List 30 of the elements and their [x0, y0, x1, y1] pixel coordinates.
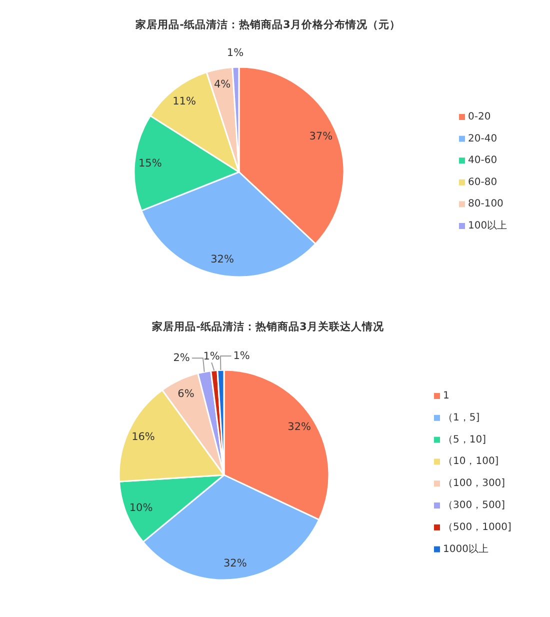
data-label: 16%: [132, 431, 155, 443]
legend-label: 40-60: [468, 155, 498, 166]
legend-label: （100，300]: [443, 478, 506, 490]
data-label: 6%: [178, 388, 194, 400]
legend-label: （10，100]: [443, 456, 499, 468]
chart-title: 家居用品-纸品清洁：热销商品3月关联达人情况: [151, 320, 385, 333]
data-label: 1%: [226, 47, 244, 60]
legend-label: 100以上: [468, 220, 508, 232]
data-label: 4%: [214, 78, 231, 90]
legend-label: 0-20: [468, 112, 491, 122]
data-label: 32%: [288, 421, 312, 434]
data-label: 32%: [224, 558, 247, 570]
data-label: 1%: [203, 350, 220, 363]
legend-label: 60-80: [468, 176, 498, 188]
data-label: 32%: [210, 254, 234, 266]
legend-label: 1000以上: [443, 542, 488, 555]
legend-label: 80-100: [468, 198, 504, 210]
legend-label: （300，500]: [443, 500, 506, 511]
data-label: 37%: [309, 130, 333, 143]
data-label: 1%: [233, 350, 250, 362]
data-label: 2%: [173, 352, 190, 364]
data-label: 11%: [172, 95, 196, 108]
legend-label: （5，10]: [443, 434, 486, 446]
chart-title: 家居用品-纸品清洁：热销商品3月价格分布情况（元）: [134, 18, 400, 31]
legend-label: 20-40: [468, 133, 498, 144]
data-label: 15%: [138, 158, 162, 170]
legend-label: （1，5]: [443, 412, 480, 424]
legend-label: 1: [443, 390, 450, 402]
legend-label: （500，1000]: [443, 522, 512, 533]
data-label: 10%: [129, 502, 153, 514]
